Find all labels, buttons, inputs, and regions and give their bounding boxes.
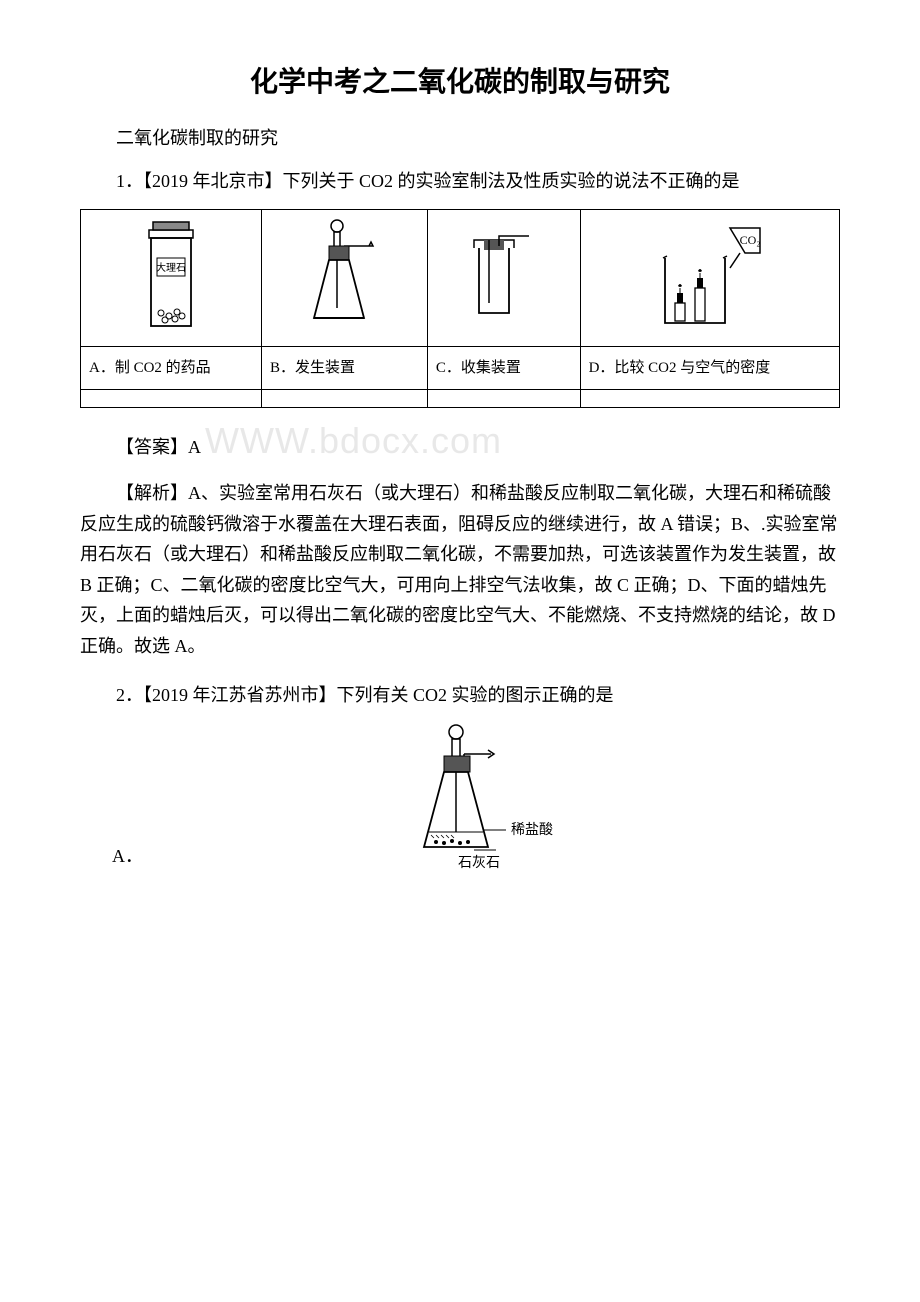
q2-stem: 下列有关 CO2 实验的图示正确的是: [337, 685, 614, 705]
q2-option-a-label: A．: [112, 842, 143, 872]
cell-img-b: [262, 209, 428, 346]
answer-label: 【答案】: [116, 437, 188, 457]
table-image-row: 大理石: [81, 209, 840, 346]
q2-option-a-wrap: A． 稀盐酸 石灰石: [112, 722, 840, 872]
cell-img-a: 大理石: [81, 209, 262, 346]
empty-cell: [81, 390, 262, 408]
bottle-label-text: 大理石: [156, 261, 186, 274]
bottle-icon: 大理石: [131, 218, 211, 338]
option-d-label: D．比较 CO2 与空气的密度: [580, 346, 839, 390]
section-subtitle: 二氧化碳制取的研究: [80, 124, 840, 150]
analysis-text: A、实验室常用石灰石（或大理石）和稀盐酸反应制取二氧化碳，大理石和稀硫酸反应生成…: [80, 483, 838, 656]
acid-annotation: 稀盐酸: [511, 822, 553, 838]
option-b-label: B．发生装置: [262, 346, 428, 390]
option-a-label: A．制 CO2 的药品: [81, 346, 262, 390]
q1-number: 1．: [116, 171, 143, 191]
cell-img-d: CO₂: [580, 209, 839, 346]
empty-cell: [580, 390, 839, 408]
gas-bottle-icon: [454, 218, 554, 338]
q1-stem: 下列关于 CO2 的实验室制法及性质实验的说法不正确的是: [283, 171, 740, 191]
flask-icon: [289, 218, 399, 338]
answer-value: A: [188, 437, 201, 457]
cell-img-c: [427, 209, 580, 346]
q2-flask-icon: 稀盐酸 石灰石: [396, 722, 596, 872]
table-empty-row: [81, 390, 840, 408]
answer-line: 【答案】AWWW.bdocx.com: [80, 420, 840, 462]
q2-number: 2．: [116, 685, 143, 705]
analysis-paragraph: 【解析】A、实验室常用石灰石（或大理石）和稀盐酸反应制取二氧化碳，大理石和稀硫酸…: [80, 478, 840, 662]
empty-cell: [262, 390, 428, 408]
question-2: 2．【2019 年江苏省苏州市】下列有关 CO2 实验的图示正确的是: [80, 680, 840, 711]
page-title: 化学中考之二氧化碳的制取与研究: [80, 60, 840, 100]
co2-label-text: CO₂: [739, 233, 760, 247]
option-c-label: C．收集装置: [427, 346, 580, 390]
q2-source: 【2019 年江苏省苏州市】: [143, 685, 337, 705]
analysis-label: 【解析】: [116, 483, 188, 503]
stone-annotation: 石灰石: [458, 855, 500, 871]
question-1: 1．【2019 年北京市】下列关于 CO2 的实验室制法及性质实验的说法不正确的…: [80, 166, 840, 197]
q1-options-table: 大理石: [80, 209, 840, 409]
watermark-text: WWW.bdocx.com: [205, 420, 502, 461]
table-label-row: A．制 CO2 的药品 B．发生装置 C．收集装置 D．比较 CO2 与空气的密…: [81, 346, 840, 390]
empty-cell: [427, 390, 580, 408]
q1-source: 【2019 年北京市】: [143, 171, 283, 191]
beaker-candle-icon: CO₂: [645, 218, 775, 338]
